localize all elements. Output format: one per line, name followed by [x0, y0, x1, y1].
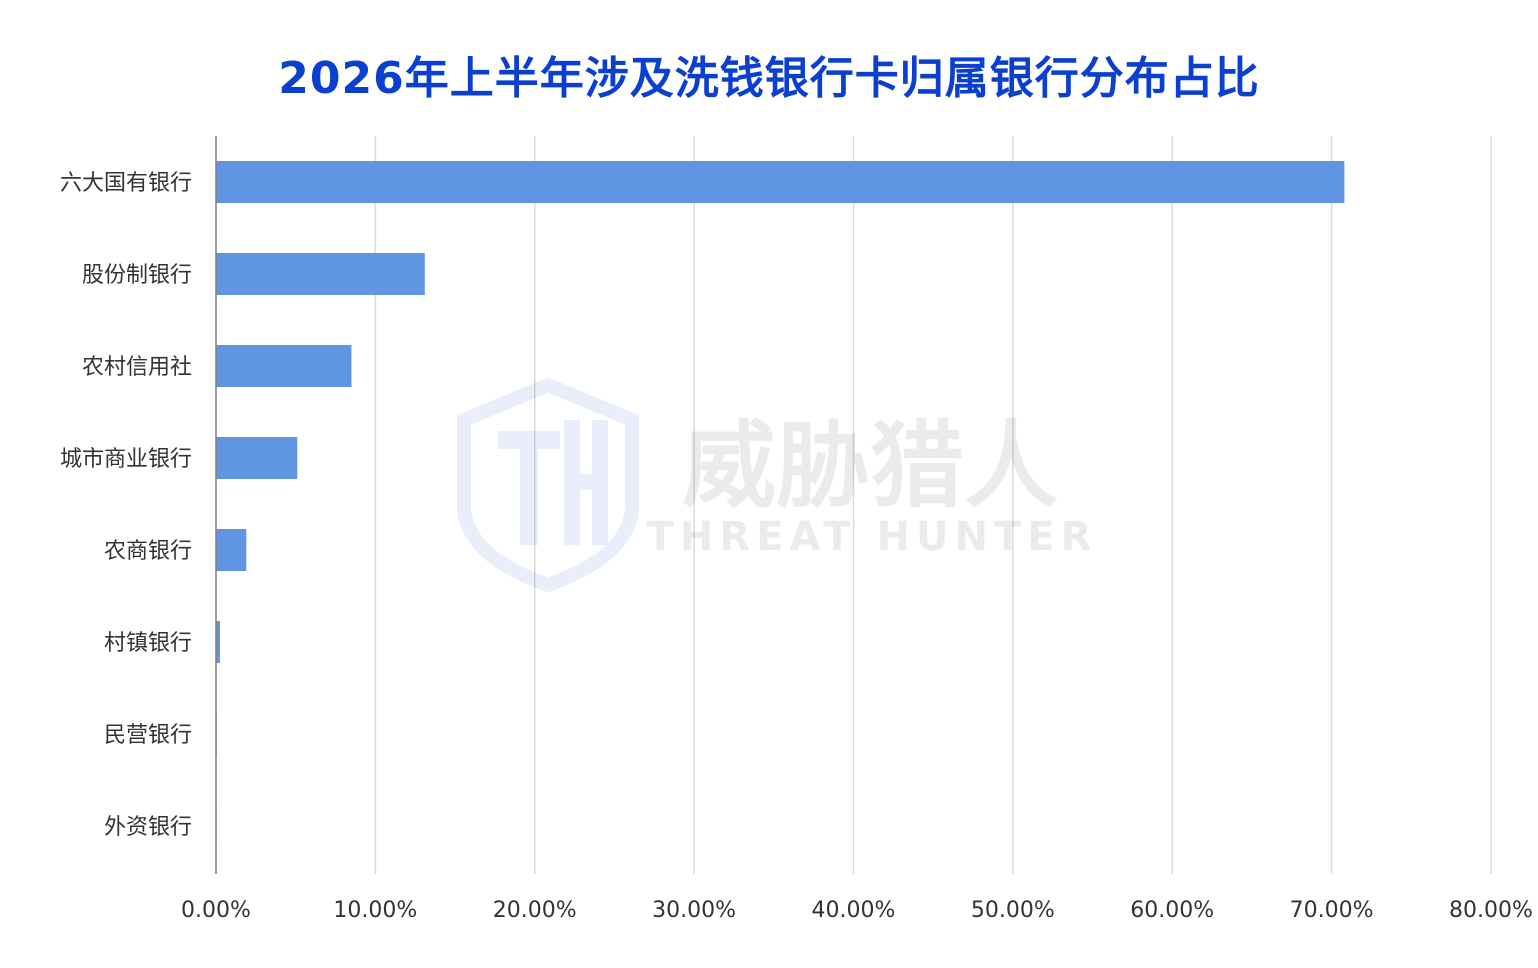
bars [216, 161, 1345, 847]
category-label: 股份制银行 [82, 263, 192, 288]
x-tick-label: 50.00% [971, 898, 1055, 923]
bar [216, 529, 247, 571]
x-tick-label: 0.00% [181, 898, 251, 923]
bar [216, 621, 220, 663]
x-tick-label: 10.00% [333, 898, 417, 923]
bar [216, 161, 1345, 203]
chart-title: 2026年上半年涉及洗钱银行卡归属银行分布占比 [278, 53, 1260, 104]
x-tick-label: 80.00% [1449, 898, 1533, 923]
x-tick-label: 30.00% [652, 898, 736, 923]
x-tick-labels: 0.00% 10.00% 20.00% 30.00% 40.00% 50.00% 60.00… [181, 898, 1533, 923]
shield-th-logo-icon [457, 377, 639, 593]
watermark-cn-text: 威胁猎人 [682, 412, 1058, 521]
watermark: 威胁猎人 THREAT HUNTER [457, 377, 1098, 593]
category-label: 六大国有银行 [60, 171, 192, 196]
bar [216, 437, 298, 479]
x-tick-label: 20.00% [493, 898, 577, 923]
category-label: 村镇银行 [104, 631, 192, 656]
category-label: 农村信用社 [82, 355, 192, 380]
category-label: 外资银行 [104, 815, 192, 840]
watermark-en-text: THREAT HUNTER [647, 514, 1098, 560]
category-label: 城市商业银行 [60, 447, 192, 472]
x-tick-label: 40.00% [812, 898, 896, 923]
bar [216, 345, 352, 387]
bar [216, 253, 425, 295]
category-label: 民营银行 [104, 723, 192, 748]
x-tick-label: 60.00% [1130, 898, 1214, 923]
x-tick-label: 70.00% [1290, 898, 1374, 923]
category-label: 农商银行 [104, 539, 192, 564]
